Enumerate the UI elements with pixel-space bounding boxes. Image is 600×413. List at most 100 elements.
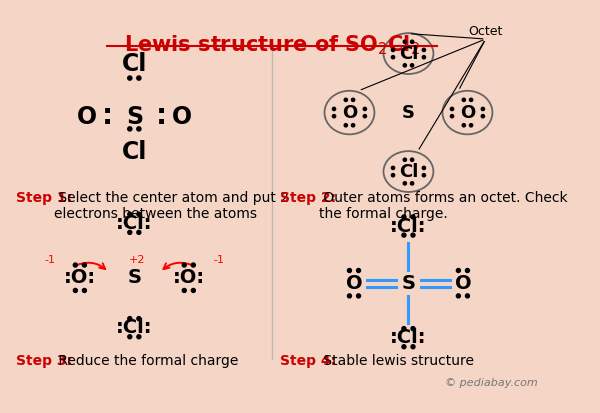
Circle shape bbox=[410, 40, 414, 43]
Text: Outer atoms forms an octet. Check
the formal charge.: Outer atoms forms an octet. Check the fo… bbox=[319, 191, 567, 221]
Circle shape bbox=[451, 114, 454, 118]
Text: Step 3:: Step 3: bbox=[16, 354, 73, 368]
Circle shape bbox=[356, 294, 361, 298]
Text: O: O bbox=[346, 274, 362, 293]
Circle shape bbox=[128, 230, 132, 234]
Text: Select the center atom and put 2
electrons between the atoms: Select the center atom and put 2 electro… bbox=[55, 191, 289, 221]
Circle shape bbox=[82, 263, 86, 267]
Circle shape bbox=[137, 230, 141, 234]
Circle shape bbox=[128, 317, 132, 320]
Circle shape bbox=[469, 123, 473, 127]
Circle shape bbox=[344, 98, 347, 102]
Circle shape bbox=[137, 212, 141, 216]
Circle shape bbox=[422, 166, 425, 170]
Circle shape bbox=[352, 98, 355, 102]
Circle shape bbox=[481, 107, 485, 111]
Text: O: O bbox=[455, 274, 471, 293]
Text: :Cl:: :Cl: bbox=[116, 214, 152, 233]
Text: Cl: Cl bbox=[122, 140, 147, 164]
Text: S: S bbox=[401, 274, 415, 293]
Text: Cl: Cl bbox=[399, 163, 418, 180]
Text: :O:: :O: bbox=[64, 268, 96, 287]
Circle shape bbox=[82, 288, 86, 292]
Circle shape bbox=[422, 48, 425, 52]
Circle shape bbox=[128, 335, 132, 339]
Circle shape bbox=[402, 233, 406, 237]
Text: Cl: Cl bbox=[399, 45, 418, 62]
Circle shape bbox=[137, 317, 141, 320]
Text: O: O bbox=[77, 105, 97, 129]
Circle shape bbox=[191, 263, 196, 267]
Circle shape bbox=[457, 294, 460, 298]
Text: Step 2:: Step 2: bbox=[280, 191, 335, 204]
Text: +2: +2 bbox=[129, 254, 145, 265]
Circle shape bbox=[410, 64, 414, 67]
Text: Octet: Octet bbox=[469, 25, 503, 38]
Circle shape bbox=[352, 123, 355, 127]
Circle shape bbox=[191, 288, 196, 292]
Circle shape bbox=[73, 263, 77, 267]
Text: :Cl:: :Cl: bbox=[390, 328, 427, 347]
Text: :: : bbox=[101, 102, 113, 130]
Circle shape bbox=[128, 212, 132, 216]
Circle shape bbox=[402, 327, 406, 330]
Circle shape bbox=[466, 268, 469, 273]
Circle shape bbox=[403, 158, 406, 161]
Text: Reduce the formal charge: Reduce the formal charge bbox=[55, 354, 239, 368]
Circle shape bbox=[363, 107, 367, 111]
Circle shape bbox=[182, 288, 186, 292]
Circle shape bbox=[411, 215, 415, 219]
Circle shape bbox=[481, 114, 485, 118]
Text: :Cl:: :Cl: bbox=[116, 318, 152, 337]
Circle shape bbox=[469, 98, 473, 102]
Circle shape bbox=[344, 123, 347, 127]
Circle shape bbox=[411, 233, 415, 237]
Text: :O:: :O: bbox=[173, 268, 205, 287]
Circle shape bbox=[403, 182, 406, 185]
Circle shape bbox=[128, 76, 132, 80]
Circle shape bbox=[411, 327, 415, 330]
Circle shape bbox=[391, 48, 395, 52]
Circle shape bbox=[391, 173, 395, 177]
Circle shape bbox=[128, 127, 132, 131]
Text: Cl: Cl bbox=[122, 52, 147, 76]
Text: -1: -1 bbox=[213, 254, 224, 265]
Circle shape bbox=[422, 56, 425, 59]
Text: Step 1:: Step 1: bbox=[16, 191, 73, 204]
Text: © pediabay.com: © pediabay.com bbox=[445, 378, 538, 389]
Circle shape bbox=[411, 345, 415, 349]
Circle shape bbox=[137, 335, 141, 339]
Text: :Cl:: :Cl: bbox=[390, 217, 427, 236]
Circle shape bbox=[462, 98, 466, 102]
Text: S: S bbox=[127, 268, 142, 287]
Circle shape bbox=[332, 114, 335, 118]
Circle shape bbox=[457, 268, 460, 273]
Circle shape bbox=[402, 215, 406, 219]
Text: -1: -1 bbox=[44, 254, 55, 265]
Circle shape bbox=[451, 107, 454, 111]
Circle shape bbox=[410, 158, 414, 161]
Text: S: S bbox=[402, 104, 415, 121]
Text: O: O bbox=[172, 105, 191, 129]
Circle shape bbox=[347, 268, 352, 273]
Circle shape bbox=[403, 40, 406, 43]
Circle shape bbox=[347, 294, 352, 298]
Circle shape bbox=[402, 345, 406, 349]
Circle shape bbox=[462, 123, 466, 127]
Circle shape bbox=[356, 268, 361, 273]
Circle shape bbox=[391, 56, 395, 59]
Text: O: O bbox=[342, 104, 357, 121]
Text: :: : bbox=[156, 102, 167, 130]
Text: Stable lewis structure: Stable lewis structure bbox=[319, 354, 473, 368]
Text: S: S bbox=[126, 105, 143, 129]
Circle shape bbox=[403, 64, 406, 67]
Circle shape bbox=[363, 114, 367, 118]
Text: O: O bbox=[460, 104, 475, 121]
Text: Lewis structure of SO$_2$Cl$_2$: Lewis structure of SO$_2$Cl$_2$ bbox=[124, 33, 421, 57]
Circle shape bbox=[466, 294, 469, 298]
Circle shape bbox=[73, 288, 77, 292]
Circle shape bbox=[332, 107, 335, 111]
Circle shape bbox=[182, 263, 186, 267]
Text: Step 4:: Step 4: bbox=[280, 354, 335, 368]
Circle shape bbox=[137, 76, 141, 80]
